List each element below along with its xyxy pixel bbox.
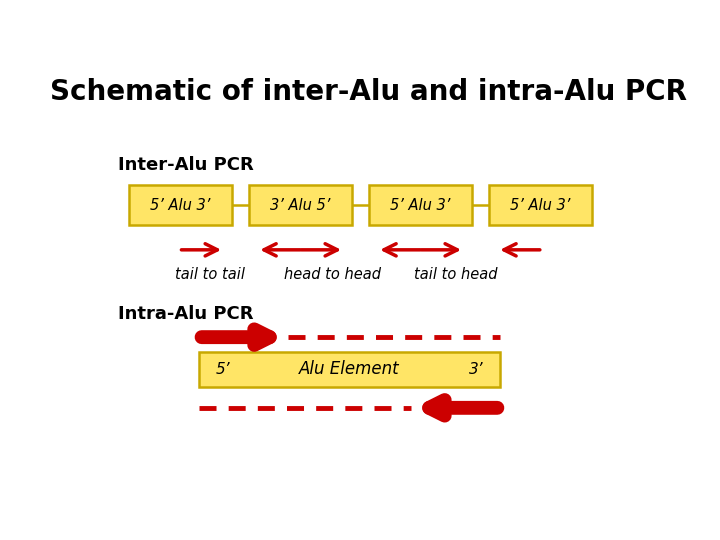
- FancyBboxPatch shape: [129, 185, 233, 225]
- Text: tail to head: tail to head: [414, 267, 498, 282]
- Text: 5’: 5’: [215, 362, 230, 377]
- Text: Schematic of inter-Alu and intra-Alu PCR: Schematic of inter-Alu and intra-Alu PCR: [50, 78, 688, 106]
- FancyBboxPatch shape: [489, 185, 592, 225]
- Text: tail to tail: tail to tail: [175, 267, 245, 282]
- FancyBboxPatch shape: [249, 185, 352, 225]
- Text: head to head: head to head: [284, 267, 381, 282]
- Text: 5’ Alu 3’: 5’ Alu 3’: [150, 198, 211, 213]
- FancyBboxPatch shape: [199, 352, 500, 387]
- FancyBboxPatch shape: [369, 185, 472, 225]
- Text: Intra-Alu PCR: Intra-Alu PCR: [118, 305, 253, 323]
- Text: Inter-Alu PCR: Inter-Alu PCR: [118, 156, 253, 173]
- Text: 5’ Alu 3’: 5’ Alu 3’: [510, 198, 571, 213]
- Text: Alu Element: Alu Element: [299, 360, 400, 379]
- Text: 5’ Alu 3’: 5’ Alu 3’: [390, 198, 451, 213]
- Text: 3’ Alu 5’: 3’ Alu 5’: [271, 198, 330, 213]
- Text: 3’: 3’: [469, 362, 483, 377]
